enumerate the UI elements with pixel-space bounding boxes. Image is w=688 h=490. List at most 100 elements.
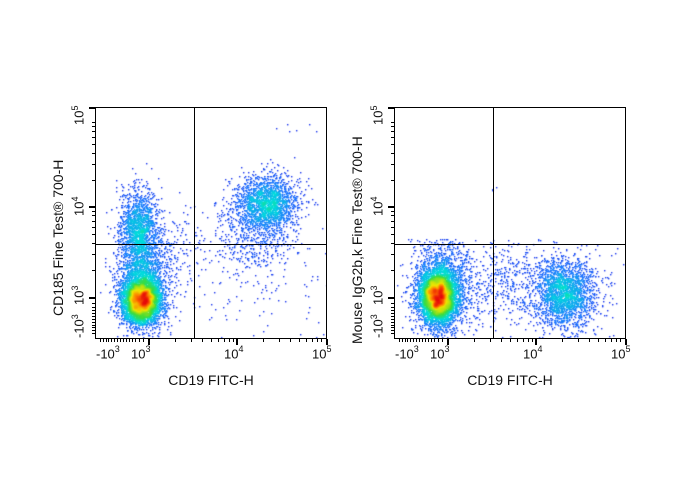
x-minor-tick (290, 339, 291, 342)
y-minor-tick (391, 215, 394, 216)
x-minor-tick (431, 339, 432, 342)
x-minor-tick (399, 339, 400, 342)
x-minor-tick (114, 339, 115, 342)
y-axis-label: Mouse IgG2b,k Fine Test® 700-H (349, 136, 365, 344)
x-minor-tick (422, 339, 423, 342)
y-minor-tick (92, 153, 95, 154)
y-tick-label: -103 (369, 314, 386, 338)
x-minor-tick (229, 339, 230, 342)
y-tick-label: 104 (70, 196, 87, 216)
x-minor-tick (211, 339, 212, 342)
y-minor-tick (391, 322, 394, 323)
y-tick-label: -103 (70, 314, 87, 338)
x-minor-tick (419, 339, 420, 342)
y-minor-tick (391, 234, 394, 235)
x-tick-label: 103 (430, 344, 450, 362)
x-minor-tick (103, 339, 104, 342)
y-minor-tick (92, 307, 95, 308)
x-minor-tick (126, 339, 127, 342)
x-tick-label: 103 (131, 344, 151, 362)
y-minor-tick (92, 131, 95, 132)
density-dots-isotype (395, 108, 625, 338)
x-minor-tick (117, 339, 118, 342)
x-major-tick (447, 339, 449, 345)
x-minor-tick (218, 339, 219, 342)
y-minor-tick (92, 333, 95, 334)
x-minor-tick (416, 339, 417, 342)
x-minor-tick (108, 339, 109, 342)
x-minor-tick (578, 339, 579, 342)
y-minor-tick (391, 131, 394, 132)
y-minor-tick (92, 215, 95, 216)
x-minor-tick (139, 339, 140, 342)
y-minor-tick (391, 319, 394, 320)
y-minor-tick (391, 243, 394, 244)
y-minor-tick (92, 211, 95, 212)
x-minor-tick (598, 339, 599, 342)
x-minor-tick (312, 339, 313, 342)
x-minor-tick (123, 339, 124, 342)
y-minor-tick (92, 180, 95, 181)
y-tick-label: 103 (70, 285, 87, 305)
x-minor-tick (321, 339, 322, 342)
y-minor-tick (92, 122, 95, 123)
y-minor-tick (391, 137, 394, 138)
x-minor-tick (135, 339, 136, 342)
x-tick-label: -103 (96, 344, 120, 362)
x-minor-tick (425, 339, 426, 342)
x-minor-tick (589, 339, 590, 342)
y-major-tick (388, 297, 394, 299)
x-minor-tick (562, 339, 563, 342)
y-minor-tick (391, 313, 394, 314)
x-minor-tick (191, 339, 192, 342)
x-minor-tick (528, 339, 529, 342)
y-minor-tick (92, 319, 95, 320)
x-minor-tick (413, 339, 414, 342)
y-minor-tick (391, 254, 394, 255)
y-minor-tick (391, 180, 394, 181)
y-minor-tick (391, 227, 394, 228)
y-minor-tick (92, 322, 95, 323)
x-tick-label: 105 (312, 344, 332, 362)
y-axis-label: CD185 Fine Test® 700-H (50, 159, 66, 316)
x-minor-tick (111, 339, 112, 342)
x-minor-tick (224, 339, 225, 342)
x-minor-tick (120, 339, 121, 342)
y-minor-tick (92, 254, 95, 255)
x-minor-tick (263, 339, 264, 342)
x-minor-tick (474, 339, 475, 342)
x-minor-tick (442, 339, 443, 342)
y-major-tick (89, 206, 95, 208)
y-minor-tick (92, 234, 95, 235)
x-minor-tick (605, 339, 606, 342)
x-minor-tick (517, 339, 518, 342)
x-axis-label: CD19 FITC-H (467, 372, 553, 388)
y-minor-tick (92, 313, 95, 314)
y-minor-tick (391, 333, 394, 334)
y-minor-tick (391, 316, 394, 317)
quadrant-gate-horizontal (395, 244, 625, 246)
y-minor-tick (92, 164, 95, 165)
x-minor-tick (279, 339, 280, 342)
x-minor-tick (306, 339, 307, 342)
x-minor-tick (523, 339, 524, 342)
x-major-tick (625, 339, 627, 345)
x-minor-tick (510, 339, 511, 342)
quadrant-gate-horizontal (96, 244, 326, 246)
quadrant-gate-vertical (194, 108, 196, 338)
x-minor-tick (620, 339, 621, 342)
x-minor-tick (428, 339, 429, 342)
x-minor-tick (405, 339, 406, 342)
y-minor-tick (391, 144, 394, 145)
y-major-tick (89, 297, 95, 299)
x-major-tick (326, 339, 328, 345)
y-minor-tick (92, 126, 95, 127)
x-minor-tick (132, 339, 133, 342)
y-minor-tick (391, 325, 394, 326)
y-minor-tick (92, 137, 95, 138)
y-minor-tick (92, 227, 95, 228)
x-tick-label: 104 (224, 344, 244, 362)
y-minor-tick (391, 164, 394, 165)
x-minor-tick (317, 339, 318, 342)
y-minor-tick (92, 243, 95, 244)
